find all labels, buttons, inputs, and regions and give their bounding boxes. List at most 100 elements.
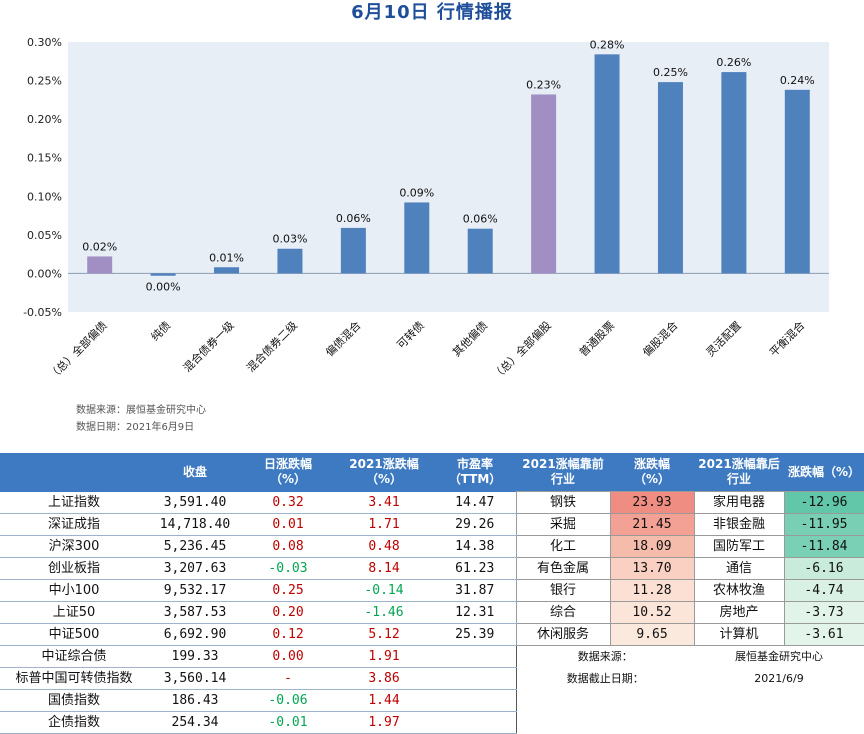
bottom-industry-pct: -4.74 [783,579,864,602]
header-close: 收盘 [148,453,242,492]
top-industry-pct: 18.09 [609,535,695,558]
bottom-industry-pct: -3.61 [783,623,864,646]
table-row: 沪深300 5,236.45 0.08 0.48 14.38 化工 18.09 国防军工 -11… [0,535,864,558]
top-industry-pct: 9.65 [609,623,695,646]
y-tick-label: 0.05% [27,229,62,242]
x-tick-label: 灵活配置 [704,319,744,359]
table-row: 中小100 9,532.17 0.25 -0.14 31.87 银行 11.28 农林牧渔 -4… [0,579,864,602]
chart-source-line: 数据来源：展恒基金研究中心 [76,405,206,416]
day-change: 0.25 [242,579,334,602]
bar [87,256,113,274]
pe-value [434,667,516,690]
index-name: 沪深300 [0,535,148,558]
top-industry-pct: 23.93 [609,491,695,514]
day-change: -0.03 [242,557,334,580]
header-name [0,453,148,492]
bottom-industry-pct: -11.84 [783,535,864,558]
x-tick-label: 可转债 [394,318,427,351]
bar [214,267,240,274]
data-label: 0.02% [82,240,117,253]
data-label: 0.28% [590,38,625,51]
x-tick-label: 混合债券一级 [180,318,237,375]
top-industry: 休闲服务 [515,623,611,646]
index-name: 中证500 [0,623,148,646]
chart-source-notes: 数据来源：展恒基金研究中心 数据日期：2021年6月9日 [76,402,206,436]
pe-value: 29.26 [434,513,516,536]
data-label: 0.03% [272,233,307,246]
bar [404,202,430,274]
bar [340,227,366,274]
day-change: 0.08 [242,535,334,558]
y-tick-label: 0.30% [27,36,62,49]
top-industry: 钢铁 [515,491,611,514]
bottom-industry: 通信 [693,557,785,580]
table-row: 标普中国可转债指数 3,560.14-3.86 数据截止日期： 2021/6/9 [0,667,864,690]
bar [277,248,303,274]
table-row: 上证50 3,587.53 0.20 -1.46 12.31 综合 10.52 房地产 -3.7… [0,601,864,624]
note-label: 数据截止日期： [515,667,694,690]
table-row: 国债指数 186.43 -0.06 1.44 [0,689,864,712]
day-change: -0.01 [242,711,334,734]
close-value: 14,718.40 [148,513,242,536]
y-tick-label: 0.20% [27,113,62,126]
header-ytd-change: 2021涨跌幅 （%） [334,453,434,492]
table-row: 中证综合债 199.33 0.00 1.91 数据来源： 展恒基金研究中心 [0,645,864,668]
ytd-change: 5.12 [334,623,434,646]
header-top-industry: 2021涨幅靠前 行业 [516,453,610,492]
x-tick-label: 偏股混合 [640,318,681,359]
table-header-row: 收盘 日涨跌幅 （%） 2021涨跌幅 （%） 市盈率 （TTM） 2021涨幅… [0,453,864,492]
header-bottom-industry: 2021涨幅靠后 行业 [694,453,784,492]
close-value: 186.43 [148,689,242,712]
bar [594,54,620,274]
fund-return-bar-chart: 0.30% 0.25% 0.20% 0.15% 0.10% 0.05% 0.00% -0.05… [23,36,829,383]
page-title: 6月10日 行情播报 [351,2,513,23]
data-label: 0.00% [146,281,181,294]
index-name: 中小100 [0,579,148,602]
ytd-change: 3.41 [334,491,434,514]
ytd-change: 1.71 [334,513,434,536]
bottom-industry: 国防军工 [693,535,785,558]
table-row: 上证指数 3,591.40 0.32 3.41 14.47 钢铁 23.93 家用电器 -12.… [0,491,864,514]
table-row: 企债指数 254.34 -0.01 1.97 [0,711,864,734]
chart-date-line: 数据日期：2021年6月9日 [76,422,195,433]
pe-value [434,689,516,712]
data-label: 0.01% [209,251,244,264]
x-tick-label: 平衡混合 [766,318,807,359]
top-industry: 化工 [515,535,611,558]
x-tick-label: 其他偏债 [449,318,490,359]
note-value [694,712,864,734]
pe-value: 12.31 [434,601,516,624]
index-name: 上证指数 [0,491,148,514]
ytd-change: 0.48 [334,535,434,558]
close-value: 9,532.17 [148,579,242,602]
close-value: 5,236.45 [148,535,242,558]
bottom-industry: 房地产 [693,601,785,624]
data-label: 0.06% [336,212,371,225]
day-change: 0.01 [242,513,334,536]
pe-value: 14.47 [434,491,516,514]
note-value [694,690,864,712]
day-change: 0.32 [242,491,334,514]
top-industry-pct: 11.28 [609,579,695,602]
day-change: 0.20 [242,601,334,624]
header-bottom-pct: 涨跌幅（%） [784,453,864,492]
close-value: 6,692.90 [148,623,242,646]
top-industry-pct: 13.70 [609,557,695,580]
bottom-industry-pct: -6.16 [783,557,864,580]
day-change: 0.00 [242,645,334,668]
y-tick-label: -0.05% [23,306,62,319]
ytd-change: 8.14 [334,557,434,580]
data-label: 0.06% [463,213,498,226]
header-pe: 市盈率 （TTM） [434,453,516,492]
data-label: 0.26% [716,56,751,69]
top-industry-pct: 21.45 [609,513,695,536]
top-industry: 有色金属 [515,557,611,580]
close-value: 3,560.14 [148,667,242,690]
market-summary-table: 收盘 日涨跌幅 （%） 2021涨跌幅 （%） 市盈率 （TTM） 2021涨幅… [0,453,864,734]
x-tick-label: （总）全部偏债 [45,318,109,382]
ytd-change: -1.46 [334,601,434,624]
top-industry: 综合 [515,601,611,624]
pe-value [434,711,516,734]
bar [467,228,493,274]
bar [657,82,683,274]
